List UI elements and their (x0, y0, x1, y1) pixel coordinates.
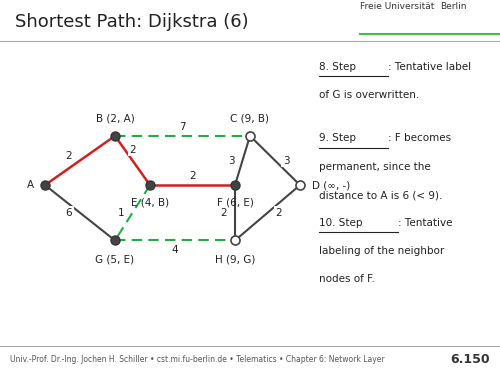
Text: : F becomes: : F becomes (388, 134, 451, 144)
Text: E (4, B): E (4, B) (131, 198, 169, 208)
Text: Berlin: Berlin (440, 2, 466, 11)
Text: Shortest Path: Dijkstra (6): Shortest Path: Dijkstra (6) (15, 13, 248, 31)
Text: 2: 2 (129, 145, 136, 155)
Text: Freie Universität: Freie Universität (360, 2, 434, 11)
Text: 6.150: 6.150 (450, 353, 490, 366)
Text: : Tentative label: : Tentative label (388, 62, 471, 72)
Text: 3: 3 (282, 156, 290, 165)
Text: 10. Step: 10. Step (318, 217, 362, 228)
Text: nodes of F.: nodes of F. (318, 274, 374, 285)
Text: labeling of the neighbor: labeling of the neighbor (318, 246, 444, 256)
Text: B (2, A): B (2, A) (96, 114, 134, 124)
Text: 2: 2 (66, 151, 72, 161)
Text: 4: 4 (172, 245, 178, 255)
Text: 9. Step: 9. Step (318, 134, 356, 144)
Text: 2: 2 (189, 171, 196, 181)
Text: permanent, since the: permanent, since the (318, 162, 430, 172)
Text: 2: 2 (275, 208, 282, 218)
Text: A: A (27, 180, 34, 190)
Text: C (9, B): C (9, B) (230, 114, 270, 124)
Text: 7: 7 (179, 122, 186, 132)
Text: D (∞, -): D (∞, -) (312, 180, 351, 190)
Text: Univ.-Prof. Dr.-Ing. Jochen H. Schiller • cst.mi.fu-berlin.de • Telematics • Cha: Univ.-Prof. Dr.-Ing. Jochen H. Schiller … (10, 356, 384, 364)
Text: distance to A is 6 (< 9).: distance to A is 6 (< 9). (318, 190, 442, 201)
Text: G (5, E): G (5, E) (96, 255, 134, 264)
Text: 8. Step: 8. Step (318, 62, 356, 72)
Text: 1: 1 (118, 208, 125, 218)
Text: 2: 2 (220, 208, 228, 218)
Text: F (6, E): F (6, E) (216, 198, 254, 208)
Text: 6: 6 (66, 208, 72, 218)
Text: 3: 3 (228, 156, 235, 165)
Text: of G is overwritten.: of G is overwritten. (318, 90, 419, 100)
Text: H (9, G): H (9, G) (215, 255, 255, 264)
Text: : Tentative: : Tentative (398, 217, 452, 228)
